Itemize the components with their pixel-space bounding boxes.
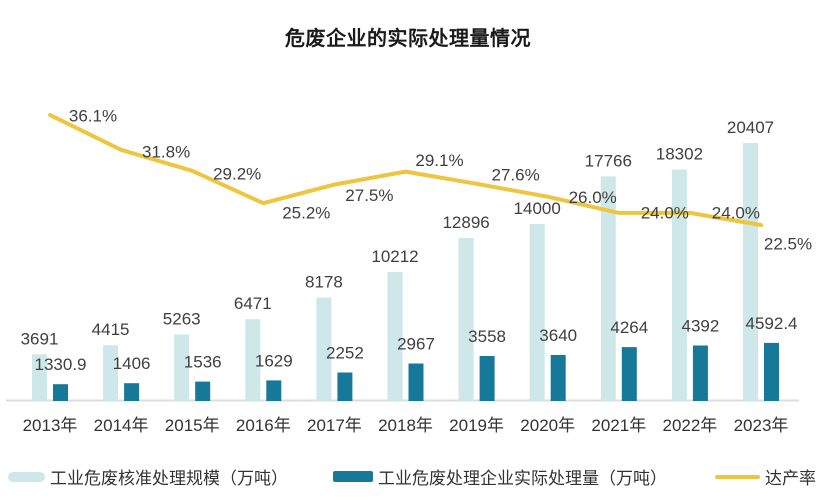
chart-canvas: 3691 1330.9 2013年 4415 1406 2014年 5263 1536 2015… — [6, 107, 812, 435]
legend-label-actual-volume: 工业危废处理企业实际处理量（万吨） — [378, 469, 667, 488]
approved-scale-bar — [103, 345, 119, 401]
utilization-rate-label: 27.6% — [491, 165, 539, 184]
utilization-rate-label: 26.0% — [569, 188, 617, 207]
actual-volume-bar — [53, 384, 68, 401]
year-label: 2013年 — [23, 416, 78, 435]
approved-scale-bar — [316, 297, 332, 401]
actual-volume-bar — [550, 355, 566, 401]
actual-volume-bar — [479, 356, 495, 401]
approved-scale-label: 18302 — [656, 145, 703, 164]
legend-item-actual-volume: 工业危废处理企业实际处理量（万吨） — [333, 464, 667, 489]
approved-scale-label: 12896 — [442, 213, 489, 232]
approved-scale-bar — [743, 143, 758, 401]
approved-scale-label: 4415 — [92, 320, 130, 339]
approved-scale-bar — [671, 169, 687, 401]
actual-volume-bar — [124, 383, 140, 401]
approved-scale-bar — [387, 271, 403, 401]
approved-scale-bar — [458, 238, 474, 401]
utilization-rate-label: 22.5% — [764, 235, 812, 254]
year-label: 2021年 — [591, 416, 646, 435]
legend: 工业危废核准处理规模（万吨） 工业危废处理企业实际处理量（万吨） 达产率 — [0, 460, 816, 490]
utilization-rate-label: 29.2% — [213, 164, 261, 183]
actual-volume-label: 1406 — [113, 354, 151, 373]
approved-scale-label: 17766 — [585, 151, 632, 170]
actual-volume-bar — [692, 345, 708, 401]
utilization-rate-label: 27.5% — [345, 186, 393, 205]
utilization-rate-label: 25.2% — [282, 204, 330, 223]
approved-scale-bar — [245, 319, 261, 401]
actual-volume-label: 2252 — [326, 344, 364, 363]
legend-swatch-actual-bar-icon — [333, 471, 373, 482]
actual-volume-bar — [266, 380, 282, 401]
actual-volume-bar — [337, 372, 353, 401]
actual-volume-bar — [195, 381, 211, 401]
legend-swatch-approved-bar-icon — [8, 471, 45, 482]
actual-volume-label: 2967 — [397, 335, 435, 354]
legend-label-utilization-rate: 达产率 — [765, 469, 816, 488]
actual-volume-bar — [408, 363, 424, 401]
actual-volume-label: 4592.4 — [746, 314, 798, 333]
utilization-rate-label: 36.1% — [69, 107, 117, 126]
year-label: 2016年 — [236, 416, 291, 435]
year-label: 2015年 — [165, 416, 220, 435]
year-label: 2020年 — [520, 416, 575, 435]
year-label: 2014年 — [94, 416, 149, 435]
year-label: 2017年 — [307, 416, 362, 435]
actual-volume-label: 1629 — [255, 351, 293, 370]
actual-volume-label: 1536 — [184, 353, 222, 372]
approved-scale-bar — [600, 176, 616, 401]
approved-scale-label: 20407 — [727, 118, 774, 137]
legend-swatch-rate-line-icon — [715, 474, 760, 479]
utilization-rate-line — [48, 113, 763, 227]
year-label: 2018年 — [378, 416, 433, 435]
approved-scale-label: 5263 — [163, 310, 201, 329]
utilization-rate-label: 31.8% — [142, 142, 190, 161]
approved-scale-bar — [32, 354, 47, 401]
legend-label-approved-scale: 工业危废核准处理规模（万吨） — [50, 469, 288, 488]
utilization-rate-label: 29.1% — [415, 151, 463, 170]
actual-volume-label: 3558 — [468, 327, 506, 346]
actual-volume-bar — [764, 342, 779, 401]
actual-volume-label: 1330.9 — [35, 355, 87, 374]
approved-scale-label: 14000 — [514, 199, 561, 218]
actual-volume-label: 3640 — [539, 326, 577, 345]
chart-title: 危废企业的实际处理量情况 — [285, 28, 531, 50]
legend-item-utilization-rate: 达产率 — [715, 464, 816, 489]
approved-scale-bar — [529, 224, 545, 401]
approved-scale-label: 6471 — [234, 294, 272, 313]
utilization-rate-label: 24.0% — [712, 203, 760, 222]
actual-volume-label: 4264 — [610, 318, 648, 337]
utilization-rate-label: 24.0% — [641, 203, 689, 222]
legend-item-approved-scale: 工业危废核准处理规模（万吨） — [8, 464, 288, 489]
approved-scale-label: 8178 — [305, 273, 343, 292]
approved-scale-label: 10212 — [371, 247, 418, 266]
actual-volume-bar — [621, 347, 637, 401]
year-label: 2019年 — [449, 416, 504, 435]
approved-scale-bar — [174, 334, 190, 401]
approved-scale-label: 3691 — [21, 329, 59, 348]
year-label: 2023年 — [734, 416, 789, 435]
actual-volume-label: 4392 — [681, 317, 719, 336]
year-label: 2022年 — [662, 416, 717, 435]
